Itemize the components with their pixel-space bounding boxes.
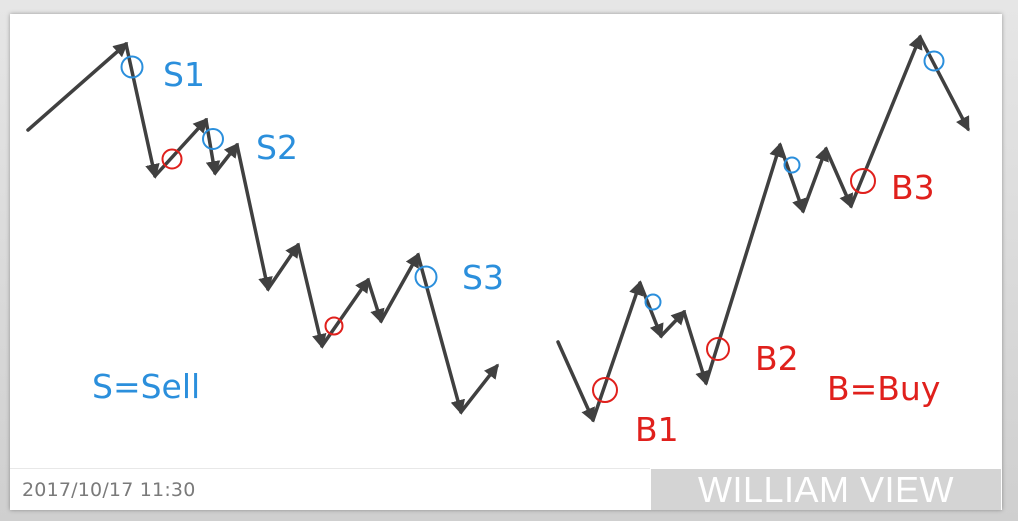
swing-arrow: [320, 277, 370, 348]
sell-marker: [644, 293, 662, 311]
swing-arrow: [704, 142, 784, 385]
diagram-panel: S1 S2 S3 B1 B2 B3 S=Sell B=Buy: [10, 14, 1002, 510]
brand-watermark-box: WILLIAM VIEW: [651, 469, 1001, 510]
swing-arrow: [459, 363, 499, 414]
footer-divider: [10, 468, 650, 469]
right-swing-arrows: [556, 34, 970, 423]
label-s2: S2: [256, 128, 298, 167]
swing-arrow: [682, 310, 710, 386]
swing-arrow: [266, 242, 300, 291]
label-b1: B1: [635, 410, 679, 449]
legend-buy: B=Buy: [827, 369, 940, 408]
swing-arrow: [778, 143, 807, 214]
swing-arrow: [556, 340, 595, 423]
swing-arrow: [591, 280, 644, 422]
sell-markers: [120, 50, 945, 311]
buy-marker: [161, 148, 183, 170]
swing-arrow: [153, 117, 208, 178]
brand-watermark: WILLIAM VIEW: [697, 469, 955, 510]
swing-arrow: [26, 42, 129, 132]
price-swing-diagram: S1 S2 S3 B1 B2 B3 S=Sell B=Buy: [26, 34, 970, 449]
swing-arrow: [918, 35, 970, 132]
sell-marker: [414, 265, 438, 289]
left-swing-arrows: [26, 42, 499, 415]
sell-marker: [120, 55, 144, 79]
swing-arrow: [213, 142, 239, 175]
label-b3: B3: [891, 168, 935, 207]
buy-marker: [324, 316, 344, 336]
swing-arrow: [296, 243, 327, 349]
swing-arrow: [379, 252, 420, 323]
buy-marker: [592, 377, 618, 403]
label-b2: B2: [755, 339, 799, 378]
swing-arrow: [124, 42, 160, 179]
swing-arrow: [366, 278, 385, 324]
swing-arrow: [801, 146, 829, 213]
timestamp: 2017/10/17 11:30: [22, 479, 196, 501]
legend-sell: S=Sell: [92, 367, 200, 406]
buy-markers: [161, 148, 876, 403]
swing-arrow: [204, 118, 221, 176]
sell-marker: [202, 128, 224, 150]
swing-arrow: [824, 147, 854, 209]
sell-marker: [923, 50, 945, 72]
swing-arrow: [659, 309, 687, 338]
buy-marker: [850, 168, 876, 194]
label-s3: S3: [462, 258, 504, 297]
buy-marker: [706, 337, 730, 361]
swing-arrow: [849, 34, 923, 208]
swing-arrow: [235, 143, 273, 292]
sell-marker: [783, 156, 801, 174]
label-s1: S1: [163, 55, 205, 94]
swing-arrow: [416, 253, 465, 415]
